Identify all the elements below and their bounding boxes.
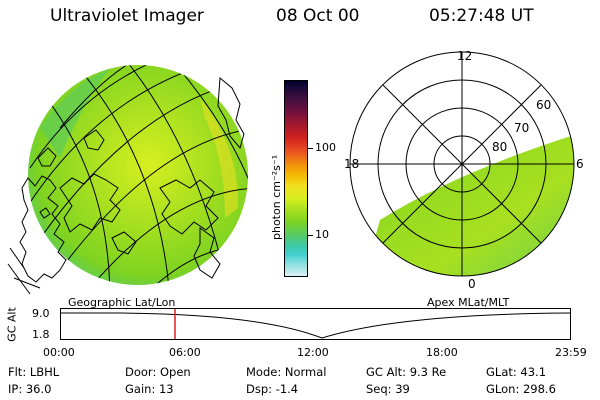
info-door: Door: Open xyxy=(125,365,191,379)
altitude-curve xyxy=(61,312,571,339)
instrument-title: Ultraviolet Imager xyxy=(50,6,204,26)
mlt-label-6: 6 xyxy=(576,157,584,171)
coastline-outlines xyxy=(7,76,245,295)
time-tick-0600: 06:00 xyxy=(169,346,201,359)
polar-caption: Apex MLat/MLT xyxy=(427,296,510,309)
polar-emission-region xyxy=(360,130,574,276)
info-seq: Seq: 39 xyxy=(366,382,410,396)
altitude-ytick-high: 9.0 xyxy=(32,307,50,320)
time-tick-1800: 18:00 xyxy=(426,346,458,359)
time-tick-2359: 23:59 xyxy=(555,346,587,359)
altitude-axis-title: GC Alt xyxy=(5,307,19,342)
mlt-label-0: 0 xyxy=(468,277,476,290)
info-filter: Flt: LBHL xyxy=(8,365,60,379)
geographic-caption: Geographic Lat/Lon xyxy=(68,296,176,309)
geo-emission-disk xyxy=(28,65,248,285)
colorbar-label-100: 100 xyxy=(315,141,336,154)
altitude-strip-frame xyxy=(60,308,571,340)
mlt-label-12: 12 xyxy=(457,50,472,63)
info-mode: Mode: Normal xyxy=(246,365,327,379)
colorbar xyxy=(284,80,308,277)
info-glon: GLon: 298.6 xyxy=(486,382,556,396)
info-dsp: Dsp: -1.4 xyxy=(246,382,299,396)
date-label: 08 Oct 00 xyxy=(276,6,360,26)
polar-grid xyxy=(349,51,575,277)
colorbar-tick-100 xyxy=(307,148,313,149)
colorbar-unit-label: photon cm⁻²s⁻¹ xyxy=(270,154,283,240)
info-gc-alt: GC Alt: 9.3 Re xyxy=(366,365,447,379)
info-ip: IP: 36.0 xyxy=(8,382,52,396)
polar-plot: 12 18 6 0 60 70 80 xyxy=(344,50,584,290)
geographic-image-panel xyxy=(7,65,248,295)
time-label: 05:27:48 UT xyxy=(429,6,534,26)
colorbar-label-10: 10 xyxy=(315,228,329,241)
time-tick-1200: 12:00 xyxy=(297,346,329,359)
lat-label-70: 70 xyxy=(514,121,529,135)
lat-label-80: 80 xyxy=(492,140,507,154)
info-glat: GLat: 43.1 xyxy=(486,365,547,379)
lat-label-60: 60 xyxy=(536,98,551,112)
altitude-strip-chart xyxy=(60,308,571,340)
time-tick-0000: 00:00 xyxy=(43,346,75,359)
colorbar-tick-10 xyxy=(307,235,313,236)
altitude-ytick-low: 1.8 xyxy=(32,328,50,341)
info-gain: Gain: 13 xyxy=(125,382,174,396)
mlt-label-18: 18 xyxy=(344,157,359,171)
